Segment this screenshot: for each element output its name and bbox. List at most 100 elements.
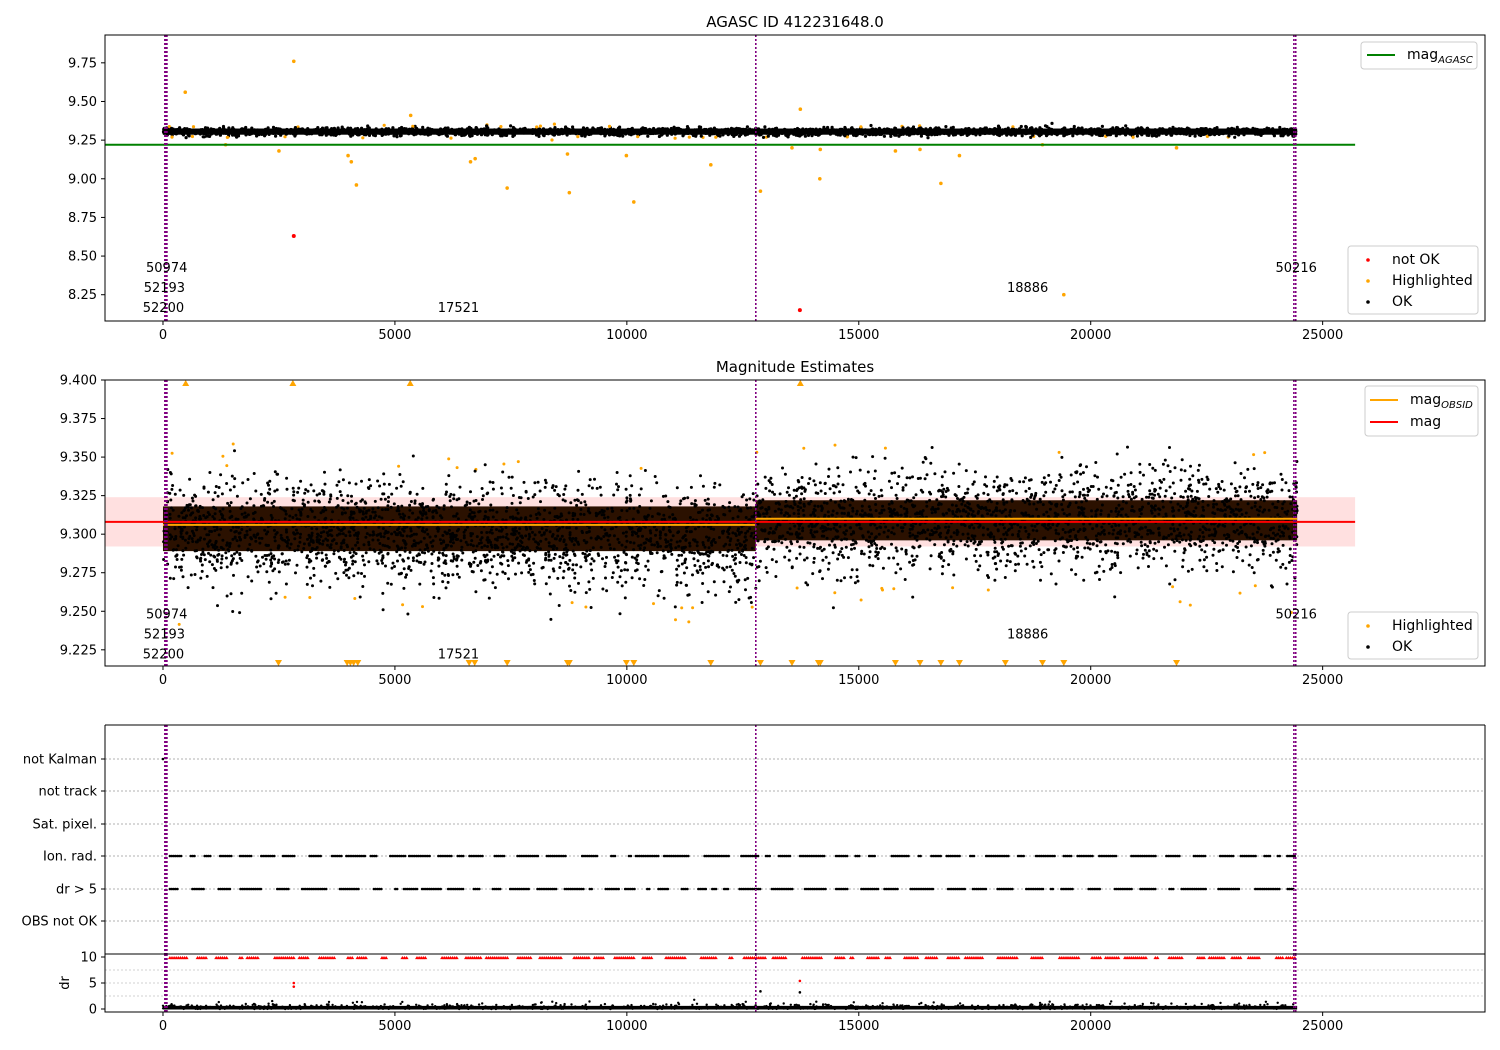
ok-point xyxy=(882,127,887,131)
ok-point xyxy=(554,485,558,489)
ok-point xyxy=(983,483,987,487)
ok-point xyxy=(828,132,833,136)
ok-point xyxy=(1054,528,1058,532)
ok-point xyxy=(274,134,278,138)
ok-point xyxy=(618,128,622,132)
ok-point xyxy=(1256,483,1259,487)
ok-point xyxy=(1215,562,1219,565)
ok-point xyxy=(295,563,299,567)
ok-point xyxy=(915,554,919,558)
ok-point xyxy=(428,535,432,539)
ok-point xyxy=(1171,126,1175,131)
ok-point xyxy=(669,130,673,134)
ok-point xyxy=(1273,505,1277,509)
ok-point xyxy=(1045,510,1049,514)
ok-point xyxy=(869,123,873,128)
ok-point xyxy=(1271,132,1276,136)
ok-point xyxy=(1026,130,1031,134)
ok-point xyxy=(604,576,607,580)
ok-point xyxy=(810,522,814,526)
ok-point xyxy=(531,131,535,135)
ok-point xyxy=(1244,511,1248,515)
ok-point xyxy=(352,550,356,554)
ok-point xyxy=(553,552,557,556)
ok-point xyxy=(765,511,769,515)
ok-point xyxy=(243,536,247,539)
ok-point xyxy=(1188,133,1192,138)
ok-point xyxy=(227,129,231,133)
ok-point xyxy=(912,132,916,136)
ok-point xyxy=(219,512,223,516)
ok-point xyxy=(1249,129,1254,133)
ok-point xyxy=(1044,490,1048,494)
ok-point xyxy=(615,482,618,486)
ok-point xyxy=(843,576,846,580)
ok-point xyxy=(244,129,248,133)
ok-point xyxy=(390,566,394,570)
ok-point xyxy=(386,581,390,585)
ok-point xyxy=(1047,126,1051,130)
ok-point xyxy=(354,482,358,486)
ok-point xyxy=(665,133,669,137)
ok-point xyxy=(737,598,741,602)
ok-point xyxy=(756,513,760,517)
ok-point xyxy=(745,125,750,129)
ok-point xyxy=(471,544,475,548)
ok-point xyxy=(1100,525,1104,529)
ok-point xyxy=(1234,130,1239,134)
ok-point xyxy=(1181,565,1185,569)
ok-point xyxy=(897,475,901,478)
ok-point xyxy=(1188,477,1192,481)
ok-point xyxy=(911,559,915,562)
ok-point xyxy=(220,129,224,133)
ok-point xyxy=(695,544,699,548)
ok-point xyxy=(310,527,314,530)
ok-point xyxy=(712,126,717,130)
ok-point xyxy=(195,528,199,532)
ok-point xyxy=(854,485,858,489)
ok-point xyxy=(334,129,339,133)
ok-point xyxy=(1098,549,1102,553)
highlighted-point xyxy=(191,125,196,129)
ok-point xyxy=(475,132,479,136)
ok-point xyxy=(905,127,909,131)
ok-point xyxy=(1199,133,1203,138)
ok-point xyxy=(925,500,929,504)
ok-point xyxy=(837,474,841,478)
ok-point xyxy=(336,126,340,130)
ok-point xyxy=(1031,559,1035,563)
ok-point xyxy=(252,472,256,475)
ok-point xyxy=(210,543,214,547)
ok-point xyxy=(838,133,842,137)
ok-point xyxy=(292,490,296,494)
ok-point xyxy=(639,543,643,547)
ok-point xyxy=(489,129,493,133)
ok-point xyxy=(890,486,893,490)
highlighted-point xyxy=(468,159,473,164)
ok-point xyxy=(892,508,896,512)
ok-point xyxy=(697,125,702,129)
ok-point xyxy=(1086,538,1090,542)
ok-point xyxy=(168,576,172,580)
ok-point xyxy=(286,562,290,566)
ok-point xyxy=(468,501,472,505)
ok-point xyxy=(1066,505,1070,509)
ok-point xyxy=(336,549,340,553)
highlighted-point xyxy=(421,605,424,609)
ok-point xyxy=(1280,507,1284,510)
ok-point xyxy=(733,131,737,135)
ok-point xyxy=(1059,475,1063,479)
x-tick-label: 15000 xyxy=(838,328,879,343)
ok-point xyxy=(1178,129,1182,134)
ok-point xyxy=(379,497,383,501)
ok-point xyxy=(1259,498,1263,501)
ok-point xyxy=(519,128,523,132)
ok-point xyxy=(989,129,994,133)
ok-point xyxy=(383,497,387,501)
ok-point xyxy=(1235,556,1239,559)
ok-point xyxy=(507,475,511,479)
ok-point xyxy=(613,130,618,135)
ok-point xyxy=(924,129,928,133)
ok-point xyxy=(452,497,456,501)
ok-point xyxy=(1113,130,1117,135)
